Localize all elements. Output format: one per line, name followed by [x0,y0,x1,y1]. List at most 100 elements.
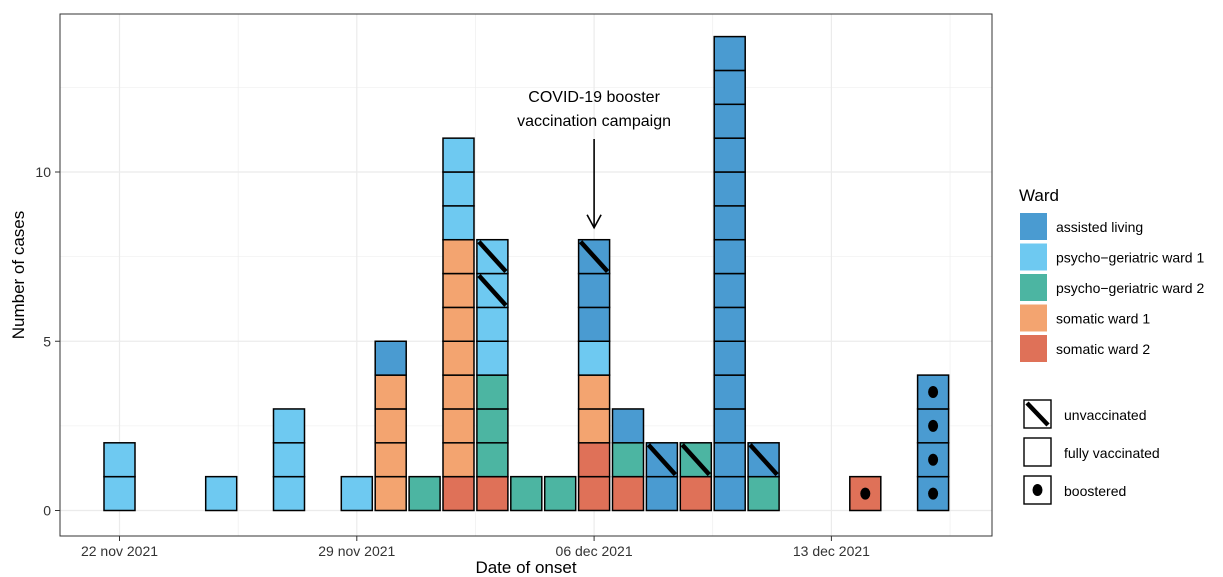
legend-item-pg2: psycho−geriatric ward 2 [1020,274,1204,301]
case-block [713,442,746,478]
boostered-mark [928,386,939,399]
bar-stack [103,442,136,512]
legend-label: boostered [1064,483,1126,499]
case-block [374,408,407,444]
legend: Ward assisted living psycho−geriatric war… [1019,186,1204,505]
case-block [204,475,238,512]
legend-key [1023,437,1052,467]
case-block [442,171,475,207]
case-block [476,442,509,478]
case-block [476,475,509,512]
legend-swatch [1020,304,1047,332]
case-block [442,340,475,376]
unvaccinated-mark [680,443,711,477]
case-block [476,340,509,376]
case-block [713,374,746,410]
case-block [374,475,407,512]
case-block [713,408,746,444]
legend-label: unvaccinated [1064,407,1147,423]
case-block [611,475,645,512]
case-block [340,475,374,512]
case-block [442,137,475,173]
axes: 22 nov 2021 29 nov 2021 06 dec 2021 13 dec … [9,164,870,577]
bar-stack [679,442,713,512]
bar-stack [442,137,475,512]
unvaccinated-mark [477,274,508,307]
ward-legend: assisted living psycho−geriatric ward 1 ps… [1020,213,1204,362]
bar-stacks [103,35,950,512]
bar-stack [916,374,950,512]
annotation-arrow-head [586,214,602,230]
case-block [713,306,746,342]
case-block [442,408,475,444]
boostered-key-mark [1032,484,1043,496]
case-block [713,69,746,106]
bar-stack [645,442,679,512]
case-block [272,475,306,512]
case-block [442,442,475,478]
unvaccinated-mark [578,240,610,274]
case-block [442,238,475,275]
plot-border [59,13,993,537]
legend-item-s2: somatic ward 2 [1020,335,1150,362]
legend-label: psycho−geriatric ward 1 [1056,250,1204,266]
case-block [611,408,645,444]
legend-swatch [1020,335,1047,362]
case-block [645,475,679,512]
legend-item-assisted: assisted living [1020,213,1143,240]
boostered-mark [860,487,871,500]
boostered-mark [928,453,939,466]
legend-key [1023,475,1052,505]
case-block [374,340,407,376]
case-block [476,306,509,342]
case-block [442,374,475,410]
legend-title: Ward [1019,186,1059,205]
legend-label: psycho−geriatric ward 2 [1056,280,1204,296]
case-block [577,442,611,478]
plot-panel [60,14,992,536]
legend-label: assisted living [1056,219,1143,235]
case-block [577,408,611,444]
legend-swatch [1020,274,1047,301]
plot-area: COVID-19 booster vaccination campaign [59,13,993,537]
case-block [577,374,611,410]
case-block [577,475,611,512]
y-tick-label: 5 [43,333,51,349]
booster-annotation: COVID-19 booster vaccination campaign [517,89,671,230]
case-block [577,340,611,376]
unvaccinated-mark [646,443,678,477]
bar-stack [747,442,780,512]
case-block [442,475,475,512]
legend-item-unvaccinated: unvaccinated [1023,399,1147,429]
case-block [442,306,475,342]
case-block [713,272,746,309]
boostered-mark [928,419,939,432]
case-block [713,103,746,139]
bar-stack [849,475,882,512]
y-axis-ticks: 0 5 10 [35,164,60,519]
bar-stack [713,35,746,512]
legend-item-pg1: psycho−geriatric ward 1 [1020,243,1204,271]
case-block [272,442,306,478]
bar-stack [476,238,509,512]
x-axis-ticks: 22 nov 2021 29 nov 2021 06 dec 2021 13 dec … [81,536,870,559]
case-block [543,475,577,512]
legend-item-s1: somatic ward 1 [1020,304,1150,332]
bar-stack [204,475,238,512]
case-block [374,374,407,410]
unvaccinated-key-mark [1025,401,1050,427]
bar-stack [611,408,645,512]
bar-stack [374,340,407,512]
boostered-mark [928,487,939,500]
legend-label: fully vaccinated [1064,445,1160,461]
vaccination-status-legend: unvaccinated fully vaccinated boostered [1023,399,1160,505]
case-block [713,171,746,207]
case-block [713,137,746,173]
case-block [408,475,441,512]
case-block [577,306,611,342]
case-block [713,238,746,275]
case-block [510,475,543,512]
bar-stack [408,475,441,512]
unvaccinated-mark [748,443,779,477]
case-block [611,442,645,478]
